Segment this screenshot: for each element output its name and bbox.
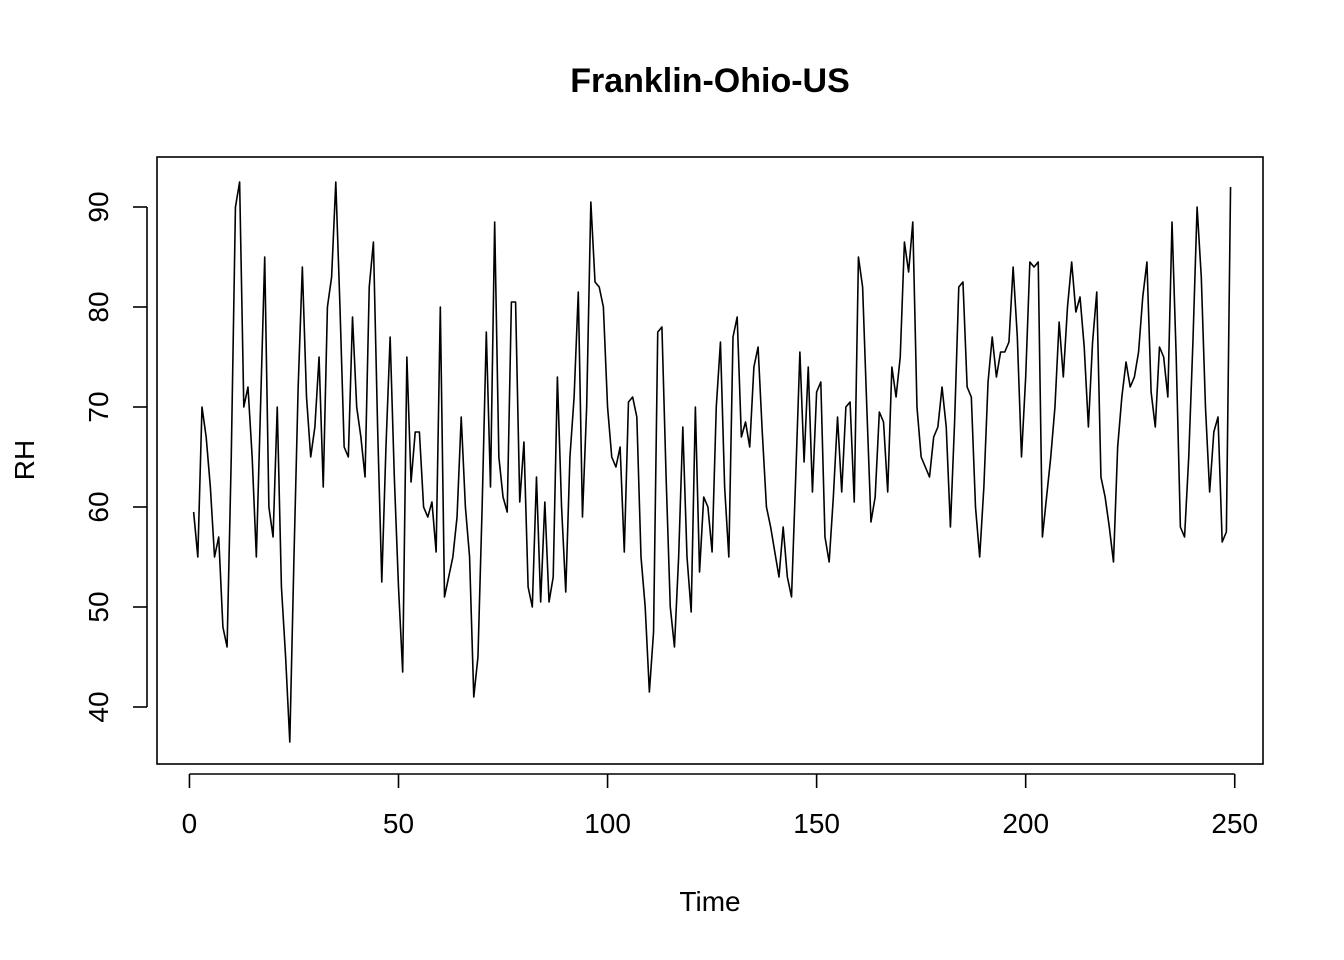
y-axis: 40 50 60 70 80 90 [83,191,148,723]
y-tick-label: 60 [83,491,114,522]
x-axis-label: Time [679,886,740,917]
y-tick-label: 50 [83,591,114,622]
x-tick-label: 0 [182,808,198,839]
x-tick-label: 100 [584,808,631,839]
y-tick-label: 40 [83,691,114,722]
x-tick-label: 250 [1211,808,1258,839]
x-tick-label: 150 [793,808,840,839]
chart-title: Franklin-Ohio-US [570,62,850,100]
y-tick-label: 80 [83,291,114,322]
y-tick-label: 70 [83,391,114,422]
y-tick-label: 90 [83,191,114,222]
x-tick-label: 200 [1002,808,1049,839]
data-points [193,181,1232,743]
x-axis: 0 50 100 150 200 250 [182,773,1258,839]
y-axis-label: RH [9,440,40,480]
series-line-rh [192,181,1232,743]
x-tick-label: 50 [383,808,414,839]
plot-frame [156,156,1264,765]
